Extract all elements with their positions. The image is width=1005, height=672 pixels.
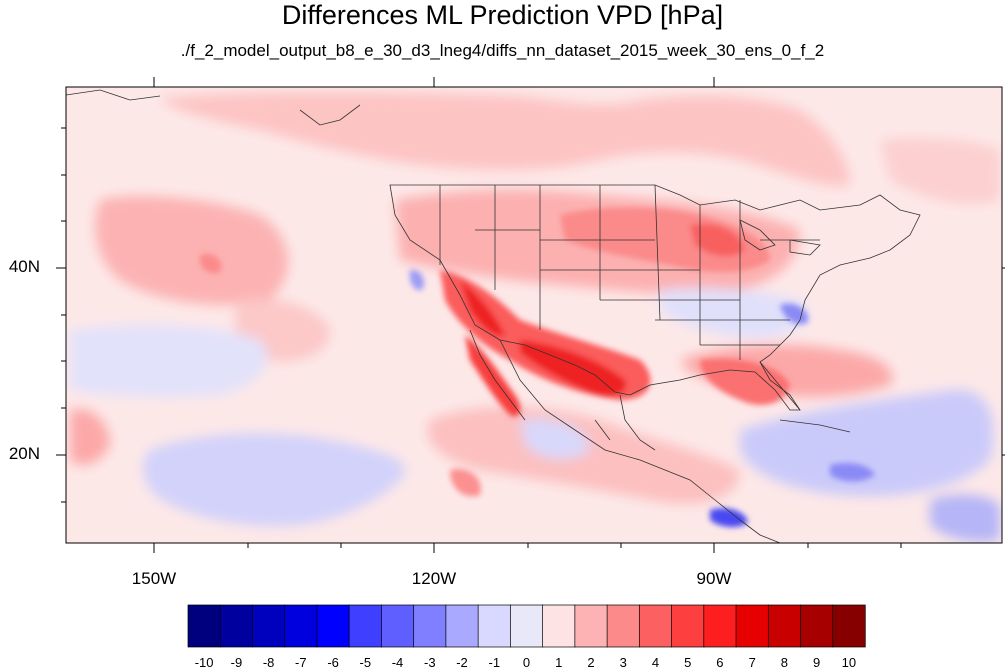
lon-label-150w: 150W bbox=[114, 569, 194, 589]
colorbar-label: -10 bbox=[189, 655, 219, 670]
lat-label-20n: 20N bbox=[0, 444, 40, 464]
colorbar-swatch bbox=[768, 605, 801, 647]
colorbar-swatch bbox=[801, 605, 834, 647]
colorbar-swatch bbox=[672, 605, 705, 647]
field-layer bbox=[66, 87, 1002, 543]
colorbar-label: 3 bbox=[608, 655, 638, 670]
colorbar-swatch bbox=[252, 605, 285, 647]
colorbar-swatch bbox=[575, 605, 608, 647]
colorbar-swatch bbox=[414, 605, 447, 647]
colorbar-label: 9 bbox=[802, 655, 832, 670]
colorbar-label: 6 bbox=[705, 655, 735, 670]
colorbar-label: -2 bbox=[447, 655, 477, 670]
lat-label-40n: 40N bbox=[0, 257, 40, 277]
colorbar-label: 10 bbox=[834, 655, 864, 670]
colorbar-label: -5 bbox=[350, 655, 380, 670]
colorbar-swatch bbox=[317, 605, 350, 647]
colorbar-swatch bbox=[510, 605, 543, 647]
lon-label-90w: 90W bbox=[674, 569, 754, 589]
colorbar-label: 8 bbox=[769, 655, 799, 670]
colorbar-swatch bbox=[607, 605, 640, 647]
colorbar-label: 0 bbox=[512, 655, 542, 670]
colorbar-label: 4 bbox=[641, 655, 671, 670]
colorbar-label: -9 bbox=[221, 655, 251, 670]
colorbar-swatch bbox=[639, 605, 672, 647]
colorbar-label: -6 bbox=[318, 655, 348, 670]
colorbar-swatch bbox=[220, 605, 253, 647]
colorbar bbox=[188, 605, 865, 647]
colorbar-swatch bbox=[381, 605, 414, 647]
colorbar-label: -8 bbox=[254, 655, 284, 670]
colorbar-label: 7 bbox=[737, 655, 767, 670]
colorbar-label: -3 bbox=[415, 655, 445, 670]
colorbar-swatch bbox=[833, 605, 866, 647]
colorbar-label: 1 bbox=[544, 655, 574, 670]
colorbar-swatch bbox=[285, 605, 318, 647]
colorbar-swatch bbox=[704, 605, 737, 647]
colorbar-swatch bbox=[446, 605, 479, 647]
colorbar-swatch bbox=[188, 605, 221, 647]
colorbar-swatch bbox=[349, 605, 382, 647]
colorbar-label: -4 bbox=[383, 655, 413, 670]
lon-label-120w: 120W bbox=[394, 569, 474, 589]
colorbar-label: -7 bbox=[286, 655, 316, 670]
colorbar-swatch bbox=[543, 605, 576, 647]
colorbar-label: 2 bbox=[576, 655, 606, 670]
colorbar-label: -1 bbox=[479, 655, 509, 670]
colorbar-swatch bbox=[736, 605, 769, 647]
colorbar-label: 5 bbox=[673, 655, 703, 670]
colorbar-swatch bbox=[478, 605, 511, 647]
